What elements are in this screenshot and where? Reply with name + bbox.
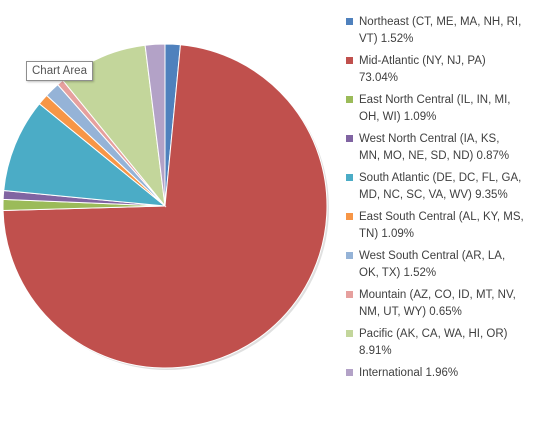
legend-item-8[interactable]: Pacific (AK, CA, WA, HI, OR) 8.91% xyxy=(346,326,531,359)
tooltip-text: Chart Area xyxy=(32,65,87,77)
legend-swatch xyxy=(346,135,353,142)
legend-label: West North Central (IA, KS, MN, MO, NE, … xyxy=(359,133,510,162)
legend-item-7[interactable]: Mountain (AZ, CO, ID, MT, NV, NM, UT, WY… xyxy=(346,287,531,320)
legend-label: Pacific (AK, CA, WA, HI, OR) 8.91% xyxy=(359,328,508,357)
legend-label: East South Central (AL, KY, MS, TN) 1.09… xyxy=(359,211,524,240)
legend-label: South Atlantic (DE, DC, FL, GA, MD, NC, … xyxy=(359,172,522,201)
legend-swatch xyxy=(346,369,353,376)
legend[interactable]: Northeast (CT, ME, MA, NH, RI, VT) 1.52%… xyxy=(346,14,531,388)
legend-swatch xyxy=(346,213,353,220)
legend-label: International 1.96% xyxy=(359,367,459,379)
legend-item-6[interactable]: West South Central (AR, LA, OK, TX) 1.52… xyxy=(346,248,531,281)
legend-item-1[interactable]: Mid-Atlantic (NY, NJ, PA) 73.04% xyxy=(346,53,531,86)
chart-area-tooltip: Chart Area xyxy=(26,61,93,81)
legend-item-0[interactable]: Northeast (CT, ME, MA, NH, RI, VT) 1.52% xyxy=(346,14,531,47)
legend-swatch xyxy=(346,174,353,181)
legend-item-4[interactable]: South Atlantic (DE, DC, FL, GA, MD, NC, … xyxy=(346,170,531,203)
legend-label: Mountain (AZ, CO, ID, MT, NV, NM, UT, WY… xyxy=(359,289,516,318)
legend-label: Northeast (CT, ME, MA, NH, RI, VT) 1.52% xyxy=(359,16,522,45)
legend-item-2[interactable]: East North Central (IL, IN, MI, OH, WI) … xyxy=(346,92,531,125)
legend-swatch xyxy=(346,96,353,103)
pie-slice-4[interactable] xyxy=(3,103,167,207)
legend-item-5[interactable]: East South Central (AL, KY, MS, TN) 1.09… xyxy=(346,209,531,242)
legend-swatch xyxy=(346,57,353,64)
legend-swatch xyxy=(346,252,353,259)
legend-label: East North Central (IL, IN, MI, OH, WI) … xyxy=(359,94,511,123)
legend-item-9[interactable]: International 1.96% xyxy=(346,365,531,382)
legend-swatch xyxy=(346,291,353,298)
legend-swatch xyxy=(346,330,353,337)
pie-slice-9[interactable] xyxy=(144,43,166,207)
legend-swatch xyxy=(346,18,353,25)
legend-label: West South Central (AR, LA, OK, TX) 1.52… xyxy=(359,250,506,279)
legend-item-3[interactable]: West North Central (IA, KS, MN, MO, NE, … xyxy=(346,131,531,164)
legend-label: Mid-Atlantic (NY, NJ, PA) 73.04% xyxy=(359,55,486,84)
